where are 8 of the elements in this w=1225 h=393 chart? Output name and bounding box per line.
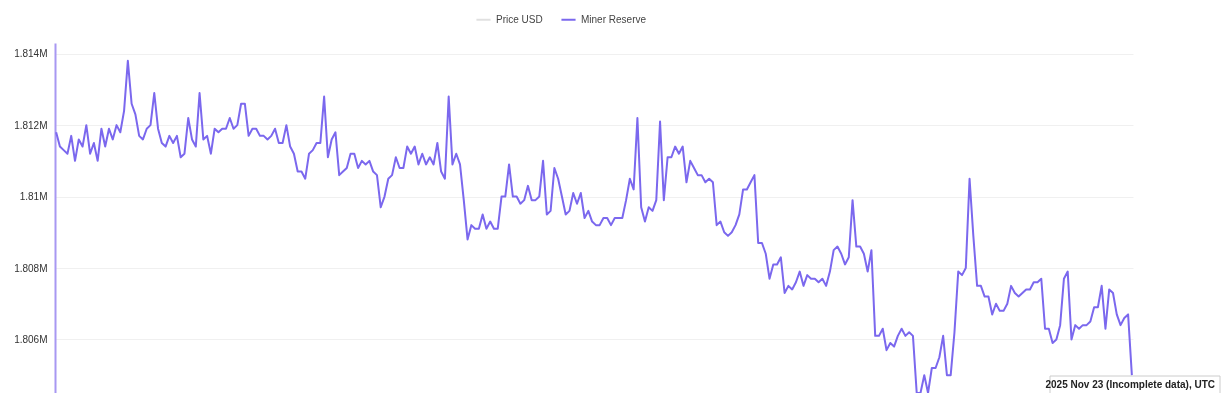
legend-label: Price USD (496, 13, 543, 25)
y-tick-label: 1.81M (19, 191, 48, 203)
annotation: 2025 Nov 23 (Incomplete data), UTC (1045, 379, 1215, 390)
y-tick-label: 1.808M (14, 262, 48, 274)
y-tick-label: 1.806M (14, 333, 48, 345)
y-tick-label: 1.812M (14, 119, 48, 131)
legend-label: Miner Reserve (581, 13, 647, 25)
y-tick-label: 1.814M (14, 48, 48, 60)
